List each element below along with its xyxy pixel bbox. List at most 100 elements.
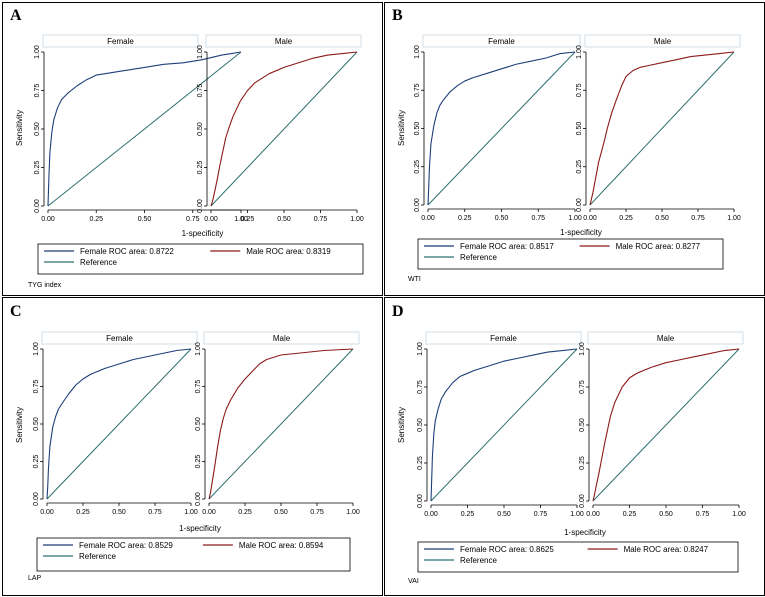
- legend-box: [417, 238, 724, 270]
- reference-line: [592, 348, 740, 502]
- panel-border: [2, 297, 383, 596]
- x-tick-label: 0.50: [112, 509, 126, 516]
- y-tick-label: 1.00: [195, 342, 202, 356]
- legend-entry: Female ROC area: 0.8517: [460, 242, 554, 251]
- y-tick-label: 0.75: [414, 83, 421, 97]
- male-roc-curve: [592, 348, 740, 502]
- y-tick-label: 0.00: [195, 492, 202, 506]
- y-tick-label: 1.00: [197, 45, 204, 59]
- legend-entry: Reference: [80, 258, 117, 267]
- subplot-strip: [422, 34, 581, 48]
- y-tick-label: 0.00: [34, 199, 41, 213]
- reference-line: [46, 348, 192, 500]
- y-tick-label: 0.25: [195, 455, 202, 469]
- legend-entry: Female ROC area: 0.8625: [460, 545, 554, 554]
- reference-line: [427, 51, 576, 206]
- reference-line: [430, 348, 578, 502]
- panel-letter: A: [10, 7, 22, 24]
- x-tick-label: 0.00: [583, 215, 597, 222]
- x-tick-label: 0.00: [202, 509, 216, 516]
- y-tick-label: 0.00: [33, 492, 40, 506]
- x-tick-label: 1.00: [732, 511, 746, 518]
- legend-entry: Reference: [460, 253, 497, 262]
- subplot-strip: [587, 331, 744, 345]
- x-tick-label: 0.00: [586, 511, 600, 518]
- subplot-title: Male: [273, 334, 291, 343]
- subplot-strip: [41, 331, 198, 345]
- x-tick-label: 0.75: [314, 216, 328, 223]
- subplot-title: Male: [275, 37, 293, 46]
- panel-letter: B: [392, 7, 403, 24]
- x-tick-label: 0.75: [531, 215, 545, 222]
- x-tick-label: 1.00: [727, 215, 741, 222]
- x-tick-label: 0.50: [659, 511, 673, 518]
- x-tick-label: 0.25: [238, 509, 252, 516]
- y-tick-label: 0.50: [34, 122, 41, 136]
- x-tick-label: 0.00: [421, 215, 435, 222]
- y-tick-label: 0.50: [417, 418, 424, 432]
- x-tick-label: 0.75: [691, 215, 705, 222]
- female-roc-curve: [47, 51, 242, 207]
- subplot-title: Male: [654, 37, 672, 46]
- x-tick-label: 0.75: [310, 509, 324, 516]
- y-tick-label: 0.00: [417, 494, 424, 508]
- subplot-title: Female: [488, 37, 515, 46]
- x-axis-label: 1-specificity: [179, 524, 221, 533]
- x-tick-label: 0.25: [458, 215, 472, 222]
- reference-line: [589, 51, 735, 206]
- x-tick-label: 0.00: [204, 216, 218, 223]
- x-tick-label: 0.75: [148, 509, 162, 516]
- y-tick-label: 0.75: [197, 84, 204, 98]
- y-tick-label: 0.50: [33, 417, 40, 431]
- x-tick-label: 0.75: [696, 511, 710, 518]
- y-tick-label: 0.00: [197, 199, 204, 213]
- y-tick-label: 0.00: [414, 198, 421, 212]
- y-tick-label: 0.75: [579, 380, 586, 394]
- subplot-strip: [203, 331, 360, 345]
- x-tick-label: 0.25: [623, 511, 637, 518]
- x-tick-label: 0.25: [619, 215, 633, 222]
- subplot-strip: [425, 331, 582, 345]
- y-tick-label: 1.00: [414, 45, 421, 59]
- legend-entry: Male ROC area: 0.8594: [239, 541, 324, 550]
- y-tick-label: 0.25: [579, 456, 586, 470]
- x-tick-label: 0.50: [495, 215, 509, 222]
- y-tick-label: 0.25: [33, 455, 40, 469]
- reference-line: [47, 51, 242, 207]
- legend-box: [417, 541, 739, 573]
- x-tick-label: 0.75: [186, 216, 200, 223]
- subplot-title: Female: [107, 37, 134, 46]
- reference-line: [210, 51, 358, 207]
- x-tick-label: 0.50: [138, 216, 152, 223]
- x-tick-label: 0.00: [40, 509, 54, 516]
- panel-C: C Sensitivity Female 0.00 0.25 0.50 0.75 1.00 0.…: [2, 297, 383, 596]
- x-tick-label: 1.00: [234, 216, 248, 223]
- x-tick-label: 1.00: [350, 216, 364, 223]
- x-tick-label: 0.25: [461, 511, 475, 518]
- y-tick-label: 1.00: [417, 342, 424, 356]
- reference-line: [208, 348, 354, 500]
- female-roc-curve: [46, 348, 192, 500]
- female-roc-curve: [427, 51, 576, 206]
- x-tick-label: 0.50: [274, 509, 288, 516]
- y-tick-label: 1.00: [34, 45, 41, 59]
- subplot-title: Female: [490, 334, 517, 343]
- legend-entry: Female ROC area: 0.8529: [79, 541, 173, 550]
- x-tick-label: 1.00: [568, 215, 582, 222]
- y-axis-label: Sensitivity: [15, 407, 24, 443]
- x-tick-label: 0.75: [534, 511, 548, 518]
- panel-border: [2, 2, 383, 296]
- y-tick-label: 0.00: [576, 198, 583, 212]
- y-tick-label: 0.75: [34, 84, 41, 98]
- male-roc-curve: [208, 348, 354, 500]
- x-tick-label: 0.50: [277, 216, 291, 223]
- y-tick-label: 0.50: [414, 122, 421, 136]
- x-axis-label: 1-specificity: [560, 228, 602, 237]
- female-roc-curve: [430, 348, 578, 502]
- male-roc-curve: [210, 51, 358, 207]
- legend-entry: Male ROC area: 0.8247: [624, 545, 709, 554]
- x-tick-label: 1.00: [346, 509, 360, 516]
